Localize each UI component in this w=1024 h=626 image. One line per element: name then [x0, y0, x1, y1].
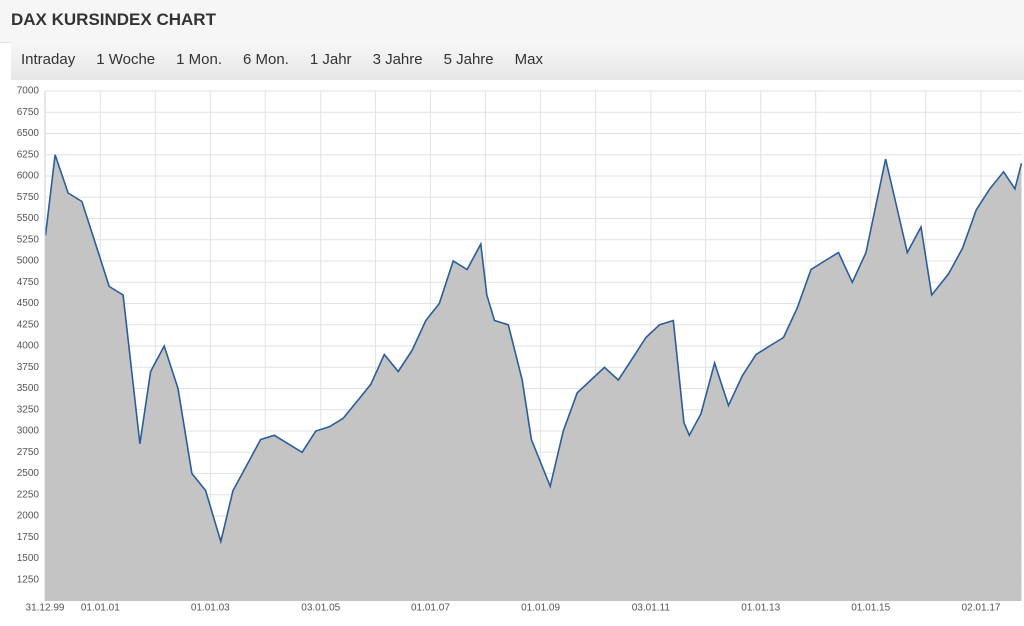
y-tick-label: 6750 [17, 107, 40, 118]
y-tick-label: 3750 [17, 362, 40, 373]
y-tick-label: 3500 [17, 383, 40, 394]
y-tick-label: 5250 [17, 234, 40, 245]
x-tick-label: 03.01.11 [632, 603, 671, 614]
line [44, 154, 1023, 545]
y-tick-label: 4000 [17, 341, 40, 352]
y-tick-label: 6000 [17, 171, 40, 182]
y-tick-label: 5000 [17, 256, 40, 267]
tab-bar: Intraday 1 Woche 1 Mon. 6 Mon. 1 Jahr 3 Jahre… [11, 42, 1024, 80]
y-tick-label: 5500 [17, 213, 40, 224]
y-tick-label: 1750 [17, 532, 40, 543]
tab[interactable]: 1 Jahr [309, 51, 352, 68]
x-tick-label: 01.01.13 [741, 603, 780, 614]
tab[interactable]: 1 Mon. [176, 51, 222, 68]
x-tick-label: 01.01.03 [191, 603, 230, 614]
tab[interactable]: 6 Mon. [243, 51, 289, 68]
tab[interactable]: Max [514, 51, 543, 68]
y-tick-label: 1500 [17, 553, 40, 564]
y-tick-label: 2500 [17, 468, 40, 479]
tab[interactable]: Intraday [21, 51, 76, 68]
x-tick-label: 01.01.01 [81, 603, 120, 614]
y-tick-label: 4250 [17, 319, 40, 330]
x-tick-label: 31.12.99 [26, 603, 65, 614]
tab[interactable]: 1 Woche [96, 51, 156, 68]
y-tick-label: 5750 [17, 192, 40, 203]
tab[interactable]: 3 Jahre [372, 51, 423, 68]
y-tick-label: 2250 [17, 489, 40, 500]
tab[interactable]: 5 Jahre [443, 51, 494, 68]
x-tick-label: 03.01.05 [301, 603, 340, 614]
x-tick-label: 01.01.09 [521, 603, 560, 614]
y-tick-label: 6250 [17, 149, 40, 160]
area [45, 154, 1022, 602]
y-tick-label: 1250 [17, 574, 40, 585]
y-tick-label: 4500 [17, 298, 40, 309]
y-tick-label: 4750 [17, 277, 40, 288]
x-tick-label: 01.01.07 [411, 603, 450, 614]
y-tick-label: 2000 [17, 511, 40, 522]
y-tick-label: 7000 [17, 86, 40, 97]
y-tick-label: 6500 [17, 128, 40, 139]
y-tick-label: 3250 [17, 404, 40, 415]
y-tick-label: 2750 [17, 447, 40, 458]
y-tick-label: 3000 [17, 426, 40, 437]
x-tick-label: 01.01.15 [851, 603, 890, 614]
x-tick-label: 02.01.17 [962, 603, 1001, 614]
title: DAX KURSINDEX CHART [11, 10, 216, 29]
